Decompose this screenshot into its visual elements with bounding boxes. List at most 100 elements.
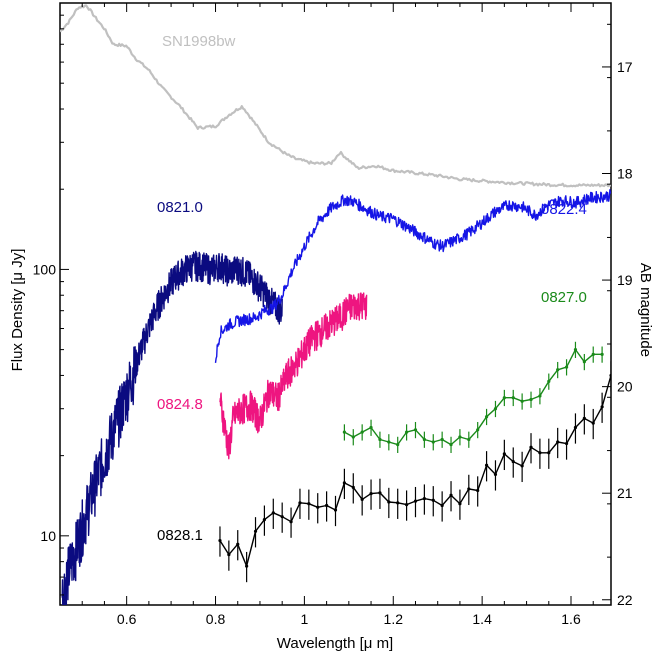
y-axis-label: Flux Density [μ Jy]: [9, 249, 26, 372]
y2-tick-label: 19: [617, 272, 633, 288]
data-point-08270: [600, 352, 604, 356]
data-point-08270: [396, 443, 400, 447]
data-point-08270: [458, 435, 462, 439]
data-point-08281: [253, 529, 258, 533]
data-point-08270: [547, 379, 551, 383]
data-point-08270: [493, 407, 498, 411]
data-point-08270: [591, 352, 595, 356]
data-point-08270: [502, 396, 506, 400]
x-axis-label: Wavelength [μ m]: [277, 635, 393, 652]
data-point-08281: [467, 487, 471, 491]
data-point-08270: [573, 348, 578, 352]
data-point-08270: [484, 415, 489, 419]
data-point-08270: [413, 428, 418, 432]
x-tick-label: 0.8: [206, 611, 226, 627]
y2-tick-label: 17: [617, 59, 633, 75]
data-point-08281: [218, 538, 222, 543]
plot-frame: [59, 2, 612, 606]
data-point-08281: [520, 464, 524, 468]
y2-tick-label: 21: [617, 485, 633, 501]
data-point-08281: [493, 472, 498, 477]
series-line-08224: [214, 189, 611, 363]
data-point-08281: [325, 503, 329, 508]
y2-tick-label: 18: [617, 166, 633, 182]
x-tick-label: 1.4: [472, 611, 492, 627]
data-point-08270: [556, 368, 560, 372]
data-point-08281: [307, 502, 311, 506]
data-point-08281: [449, 493, 453, 497]
data-point-08270: [422, 437, 426, 442]
data-point-08270: [538, 394, 542, 398]
series-line-SN1998bw: [60, 4, 611, 188]
y2-tick-label: 22: [617, 592, 633, 608]
data-point-08281: [484, 463, 489, 467]
data-point-08281: [289, 520, 293, 524]
data-point-08270: [520, 399, 524, 403]
data-point-08281: [316, 505, 320, 509]
data-point-08281: [591, 421, 595, 425]
data-point-08281: [271, 511, 275, 515]
data-point-08281: [369, 492, 373, 496]
data-point-08281: [351, 485, 355, 489]
data-point-08270: [529, 397, 533, 402]
data-point-08270: [378, 437, 382, 442]
data-point-08281: [387, 500, 391, 504]
data-point-08281: [556, 440, 560, 444]
data-point-08281: [422, 496, 426, 501]
data-point-08270: [369, 425, 373, 430]
axes-layer: 0.6 0.8 1 1.2 1.4 1.6 10 100 17 18 19 20 21 22: [33, 3, 633, 627]
x-tick-label: 1.6: [561, 611, 581, 627]
series-label-08248: 0824.8: [157, 396, 203, 413]
data-point-08270: [387, 440, 391, 444]
data-point-08281: [404, 502, 409, 507]
data-point-08281: [280, 515, 284, 519]
data-point-08270: [431, 440, 435, 444]
y2-tick-label: 20: [617, 379, 633, 395]
data-point-08281: [600, 405, 604, 409]
data-point-08281: [413, 499, 418, 503]
series-layer: [60, 4, 611, 605]
data-point-08281: [511, 459, 515, 464]
data-point-08270: [342, 430, 346, 434]
data-point-08270: [476, 428, 480, 432]
data-point-08281: [573, 425, 578, 430]
series-label-08224: 0822.4: [541, 201, 587, 218]
x-tick-label: 1: [300, 611, 308, 627]
data-point-08281: [245, 564, 249, 568]
data-point-08281: [564, 441, 569, 446]
data-point-08281: [378, 491, 382, 495]
data-point-08270: [467, 437, 471, 442]
data-point-08281: [227, 553, 231, 557]
data-point-08270: [511, 396, 515, 400]
data-point-08281: [298, 501, 302, 505]
data-point-08281: [440, 503, 444, 508]
data-point-08281: [431, 498, 435, 502]
data-point-08281: [476, 488, 480, 493]
y2-axis-label: AB magnitude: [637, 263, 654, 357]
data-point-08281: [609, 373, 611, 378]
data-point-08281: [333, 508, 338, 512]
data-point-08270: [351, 435, 355, 439]
y-tick-label: 100: [33, 261, 57, 277]
data-point-08270: [404, 430, 409, 434]
series-label-SN1998bw: SN1998bw: [162, 33, 236, 50]
data-point-08270: [449, 443, 453, 447]
data-point-08281: [262, 518, 267, 522]
data-point-08281: [458, 502, 462, 506]
data-point-08281: [547, 451, 551, 455]
x-tick-label: 1.2: [384, 611, 404, 627]
data-point-08281: [529, 445, 533, 449]
series-line-08248: [219, 292, 368, 460]
series-label-08210: 0821.0: [157, 199, 203, 216]
series-label-08270: 0827.0: [541, 289, 587, 306]
series-label-08281: 0828.1: [157, 527, 203, 544]
data-point-08281: [582, 416, 586, 420]
data-point-08281: [342, 481, 346, 485]
data-point-08281: [236, 542, 240, 546]
series-line-08270: [344, 348, 603, 446]
data-point-08270: [582, 360, 586, 364]
data-point-08281: [396, 501, 400, 505]
data-point-08281: [360, 497, 364, 502]
data-point-08270: [440, 437, 444, 442]
